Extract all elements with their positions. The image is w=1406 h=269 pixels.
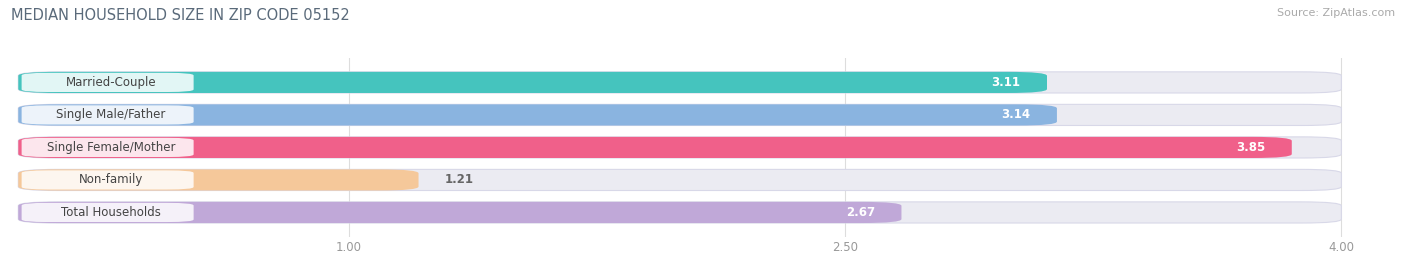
FancyBboxPatch shape bbox=[21, 138, 194, 157]
FancyBboxPatch shape bbox=[21, 170, 194, 190]
Text: Total Households: Total Households bbox=[60, 206, 160, 219]
Text: 3.85: 3.85 bbox=[1236, 141, 1265, 154]
Text: 3.11: 3.11 bbox=[991, 76, 1021, 89]
FancyBboxPatch shape bbox=[18, 104, 1057, 126]
FancyBboxPatch shape bbox=[21, 203, 194, 222]
Text: 2.67: 2.67 bbox=[846, 206, 875, 219]
Text: MEDIAN HOUSEHOLD SIZE IN ZIP CODE 05152: MEDIAN HOUSEHOLD SIZE IN ZIP CODE 05152 bbox=[11, 8, 350, 23]
Text: Single Male/Father: Single Male/Father bbox=[56, 108, 166, 121]
FancyBboxPatch shape bbox=[18, 137, 1292, 158]
FancyBboxPatch shape bbox=[18, 72, 1341, 93]
Text: Single Female/Mother: Single Female/Mother bbox=[46, 141, 176, 154]
FancyBboxPatch shape bbox=[21, 73, 194, 92]
Text: 3.14: 3.14 bbox=[1001, 108, 1031, 121]
FancyBboxPatch shape bbox=[18, 104, 1341, 126]
FancyBboxPatch shape bbox=[18, 137, 1341, 158]
FancyBboxPatch shape bbox=[18, 169, 1341, 190]
Text: Non-family: Non-family bbox=[79, 174, 143, 186]
FancyBboxPatch shape bbox=[18, 202, 901, 223]
Text: Source: ZipAtlas.com: Source: ZipAtlas.com bbox=[1277, 8, 1395, 18]
Text: Married-Couple: Married-Couple bbox=[66, 76, 156, 89]
Text: 1.21: 1.21 bbox=[446, 174, 474, 186]
FancyBboxPatch shape bbox=[18, 72, 1047, 93]
FancyBboxPatch shape bbox=[21, 105, 194, 125]
FancyBboxPatch shape bbox=[18, 202, 1341, 223]
FancyBboxPatch shape bbox=[18, 169, 419, 190]
